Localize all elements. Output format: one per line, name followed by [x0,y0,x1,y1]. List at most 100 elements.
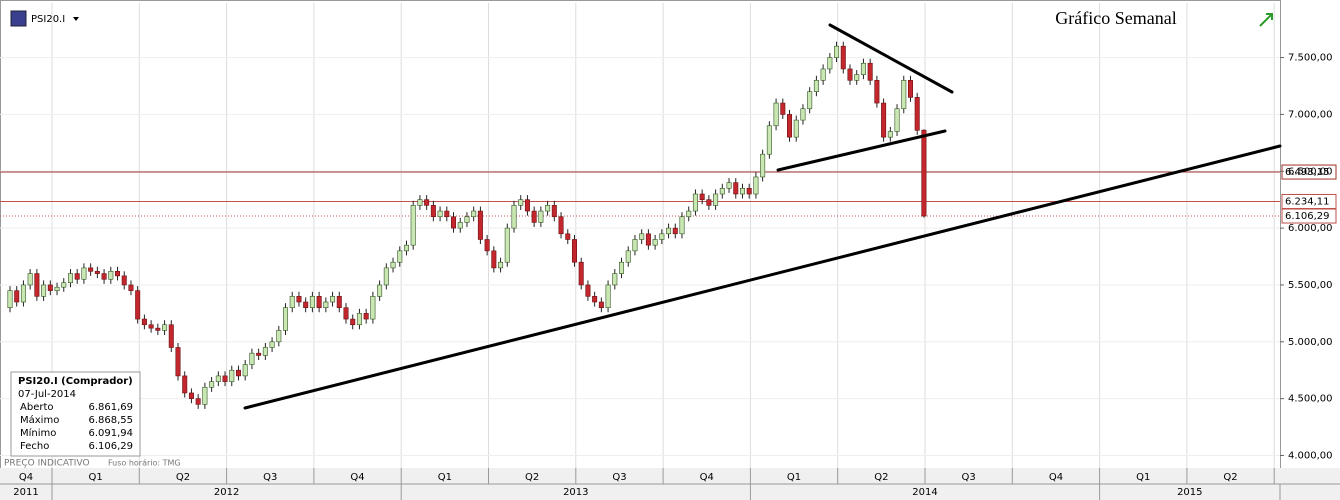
candle-body [746,188,752,195]
candle-body [639,233,645,240]
candle-body [7,290,13,308]
info-label: Fecho [20,441,49,452]
x-tick-label: Q3 [263,472,277,483]
candle-body [645,233,651,246]
candle-body [901,80,907,110]
candle-body [276,330,282,343]
candle-body [699,193,705,200]
candle-body [74,273,80,280]
candle-body [692,193,698,212]
candle-body [531,210,537,223]
candle-body [558,216,564,235]
candle-body [612,273,618,286]
candle-body [457,222,463,229]
candle-body [726,182,732,189]
candle-body [914,97,920,131]
candle-body [303,301,309,308]
candle-body [249,352,255,365]
info-label: Aberto [20,402,54,413]
info-frame [10,371,141,457]
candle-body [397,250,403,263]
candle-body [666,227,672,235]
info-title: PSI20.I (Comprador) [18,376,133,387]
candle-body [766,125,772,155]
candle-body [424,199,430,206]
candle-body [289,296,295,308]
candle-body [14,290,20,303]
candle-body [874,80,880,104]
trendline [243,144,1282,410]
candle-body [477,210,483,240]
candle-body [585,284,591,297]
x-tick-label: Q4 [1049,472,1063,483]
candle-body [47,284,53,291]
candle-body [67,273,73,283]
candle-body [860,62,866,75]
candle-body [787,114,793,138]
candle-body [135,290,141,320]
x-tick-label: Q4 [350,472,364,483]
candle-body [605,284,611,308]
candle-body [430,205,436,218]
candle-body [54,286,60,291]
candle-body [330,296,336,303]
candle-body [121,275,127,286]
x-tick-label: Q1 [438,472,452,483]
year-label: 2012 [214,487,239,498]
candle-body [619,261,625,274]
candle-body [370,296,376,320]
candle-body [672,227,678,235]
candle-body [518,199,524,206]
candle-body [323,301,329,308]
candle-body [316,296,322,308]
x-tick-label: Q1 [89,472,103,483]
x-axis: Q4 Q1 Q2 Q3 Q4 Q1 Q2 Q3 Q4 Q1 Q2 Q3 Q4 Q1 Q2 2011 2012 20… [0,468,1340,500]
info-box: PSI20.I (Comprador) 07-Jul-2014 Aberto 6.… [10,371,141,457]
x-tick-label: Q2 [525,472,539,483]
candle-body [733,182,739,195]
candle-body [256,352,262,356]
candle-body [363,313,369,320]
candle-body [162,324,168,331]
candle-body [356,313,362,326]
x-tick-label: Q2 [176,472,190,483]
candle-body [417,199,423,206]
candle-body [209,381,215,388]
candle-body [471,210,477,218]
candle-body [625,250,631,263]
candle-body [88,267,94,272]
candle-body [188,392,194,399]
candle-body [524,199,530,212]
candle-body [202,386,208,405]
candle-body [484,239,490,252]
x-tick-label: Q2 [874,472,888,483]
candle-body [115,271,121,277]
candle-body [773,102,779,127]
dropdown-arrow [73,17,79,21]
candle-body [229,369,235,382]
trend-icon[interactable] [1259,13,1273,27]
level-label: 6.493,15 [1285,167,1330,178]
trendline [828,23,954,94]
info-value: 6.868,55 [88,415,133,426]
symbol-selector[interactable]: PSI20.I [10,10,79,27]
candle-body [679,216,685,235]
symbol[interactable]: PSI20.I [31,14,65,25]
info-value: 6.106,29 [88,441,133,452]
candle-body [34,273,40,297]
candles [7,41,927,409]
candle-body [27,273,33,286]
info-date: 07-Jul-2014 [18,389,76,400]
x-tick-label: Q2 [1223,472,1237,483]
candle-body [444,210,450,218]
candle-body [800,108,806,121]
candle-body [175,347,181,377]
candle-body [780,102,786,115]
x-tick-label: Q3 [962,472,976,483]
candle-body [343,307,349,320]
info-label: Máximo [20,414,59,426]
candle-body [390,261,396,269]
candle-body [907,80,913,98]
